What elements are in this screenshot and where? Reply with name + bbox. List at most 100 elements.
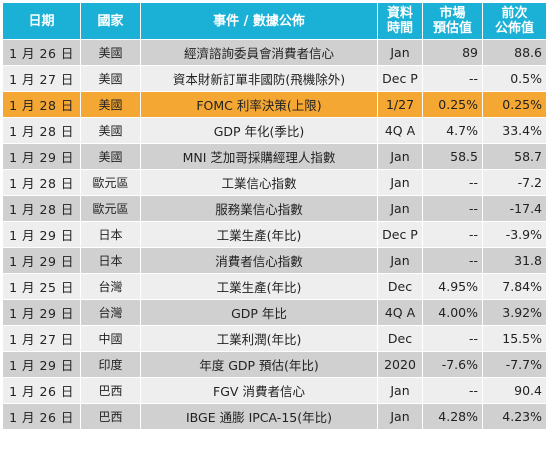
header-period-line1: 資料 [386,6,413,21]
cell-previous: 88.6 [482,39,547,66]
table-row: 1 月 29 日美國 MNI 芝加哥採購經理人指數 Jan 58.5 58.7 [2,143,547,170]
cell-period: 4Q A [377,299,423,326]
table-row: 1 月 29 日台灣 GDP 年比 4Q A 4.00% 3.92% [2,299,547,326]
header-forecast-line2: 預估值 [432,21,472,36]
cell-period: Jan [377,247,423,274]
cell-previous: 3.92% [482,299,547,326]
cell-event: MNI 芝加哥採購經理人指數 [140,143,378,170]
table-row: 1 月 28 日歐元區 工業信心指數 Jan -- -7.2 [2,169,547,196]
cell-date: 1 月 29 日 [2,221,81,248]
cell-previous: 7.84% [482,273,547,300]
cell-previous: -7.2 [482,169,547,196]
cell-country: 美國 [80,65,141,92]
cell-event: IBGE 通膨 IPCA-15(年比) [140,403,378,430]
table-header: 日期 國家 事件 / 數據公佈 資料 時間 市場 預估值 前次 公佈值 [2,2,547,40]
table-row: 1 月 26 日巴西 FGV 消費者信心 Jan -- 90.4 [2,377,547,404]
cell-previous: -3.9% [482,221,547,248]
cell-date: 1 月 25 日 [2,273,81,300]
cell-previous: 90.4 [482,377,547,404]
cell-period: Dec [377,273,423,300]
cell-period: Dec P [377,221,423,248]
header-period-line2: 時間 [386,21,413,36]
cell-country: 歐元區 [80,195,141,222]
cell-date: 1 月 28 日 [2,195,81,222]
table-row: 1 月 28 日歐元區 服務業信心指數 Jan -- -17.4 [2,195,547,222]
cell-date: 1 月 29 日 [2,299,81,326]
cell-forecast: -- [422,65,483,92]
table-row: 1 月 26 日巴西 IBGE 通膨 IPCA-15(年比) Jan 4.28% 4.2… [2,403,547,430]
cell-country: 巴西 [80,377,141,404]
cell-event: 工業信心指數 [140,169,378,196]
cell-event: 工業利潤(年比) [140,325,378,352]
header-previous: 前次 公佈值 [482,2,547,40]
cell-forecast: 4.7% [422,117,483,144]
cell-period: Jan [377,143,423,170]
cell-event: GDP 年化(季比) [140,117,378,144]
cell-date: 1 月 29 日 [2,143,81,170]
cell-date: 1 月 26 日 [2,403,81,430]
cell-forecast: 89 [422,39,483,66]
cell-date: 1 月 27 日 [2,325,81,352]
cell-period: Jan [377,39,423,66]
cell-forecast: 58.5 [422,143,483,170]
cell-forecast: -- [422,377,483,404]
cell-forecast: -- [422,247,483,274]
cell-period: 2020 [377,351,423,378]
cell-date: 1 月 28 日 [2,91,81,118]
cell-event: FGV 消費者信心 [140,377,378,404]
header-date: 日期 [2,2,81,40]
cell-country: 日本 [80,247,141,274]
cell-previous: 31.8 [482,247,547,274]
cell-previous: 58.7 [482,143,547,170]
cell-event: GDP 年比 [140,299,378,326]
cell-period: Jan [377,169,423,196]
cell-country: 巴西 [80,403,141,430]
cell-forecast: -7.6% [422,351,483,378]
cell-previous: 0.25% [482,91,547,118]
cell-period: Dec [377,325,423,352]
cell-period: 4Q A [377,117,423,144]
cell-event: 年度 GDP 預估(年比) [140,351,378,378]
header-previous-line1: 前次 [501,6,528,21]
cell-forecast: -- [422,221,483,248]
cell-forecast: 4.00% [422,299,483,326]
table-body: 1 月 26 日美國 經濟諮詢委員會消費者信心 Jan 89 88.6 1 月 27 日美… [2,39,547,430]
cell-date: 1 月 27 日 [2,65,81,92]
cell-country: 日本 [80,221,141,248]
cell-period: Jan [377,377,423,404]
cell-date: 1 月 29 日 [2,247,81,274]
table-row: 1 月 26 日美國 經濟諮詢委員會消費者信心 Jan 89 88.6 [2,39,547,66]
cell-date: 1 月 28 日 [2,169,81,196]
cell-forecast: 0.25% [422,91,483,118]
cell-event: 服務業信心指數 [140,195,378,222]
cell-event: 消費者信心指數 [140,247,378,274]
header-forecast-line1: 市場 [439,6,466,21]
cell-date: 1 月 26 日 [2,377,81,404]
cell-period: Jan [377,403,423,430]
table-row: 1 月 27 日美國 資本財新訂單非國防(飛機除外) Dec P -- 0.5% [2,65,547,92]
header-forecast: 市場 預估值 [422,2,483,40]
cell-previous: 4.23% [482,403,547,430]
table-row: 1 月 27 日中國 工業利潤(年比) Dec -- 15.5% [2,325,547,352]
cell-forecast: -- [422,325,483,352]
cell-previous: 0.5% [482,65,547,92]
cell-country: 歐元區 [80,169,141,196]
cell-country: 美國 [80,143,141,170]
table-row: 1 月 29 日日本 消費者信心指數 Jan -- 31.8 [2,247,547,274]
header-country: 國家 [80,2,141,40]
cell-country: 美國 [80,91,141,118]
cell-previous: -17.4 [482,195,547,222]
cell-forecast: 4.95% [422,273,483,300]
table-row: 1 月 25 日台灣 工業生產(年比) Dec 4.95% 7.84% [2,273,547,300]
header-row: 日期 國家 事件 / 數據公佈 資料 時間 市場 預估值 前次 公佈值 [2,2,547,40]
header-event: 事件 / 數據公佈 [140,2,378,40]
cell-country: 美國 [80,39,141,66]
table-row: 1 月 28 日美國 GDP 年化(季比) 4Q A 4.7% 33.4% [2,117,547,144]
cell-country: 印度 [80,351,141,378]
cell-period: Dec P [377,65,423,92]
cell-country: 中國 [80,325,141,352]
cell-country: 美國 [80,117,141,144]
table-row: 1 月 29 日印度 年度 GDP 預估(年比) 2020 -7.6% -7.7% [2,351,547,378]
economic-calendar-table: 日期 國家 事件 / 數據公佈 資料 時間 市場 預估值 前次 公佈值 1 月 … [2,2,547,430]
